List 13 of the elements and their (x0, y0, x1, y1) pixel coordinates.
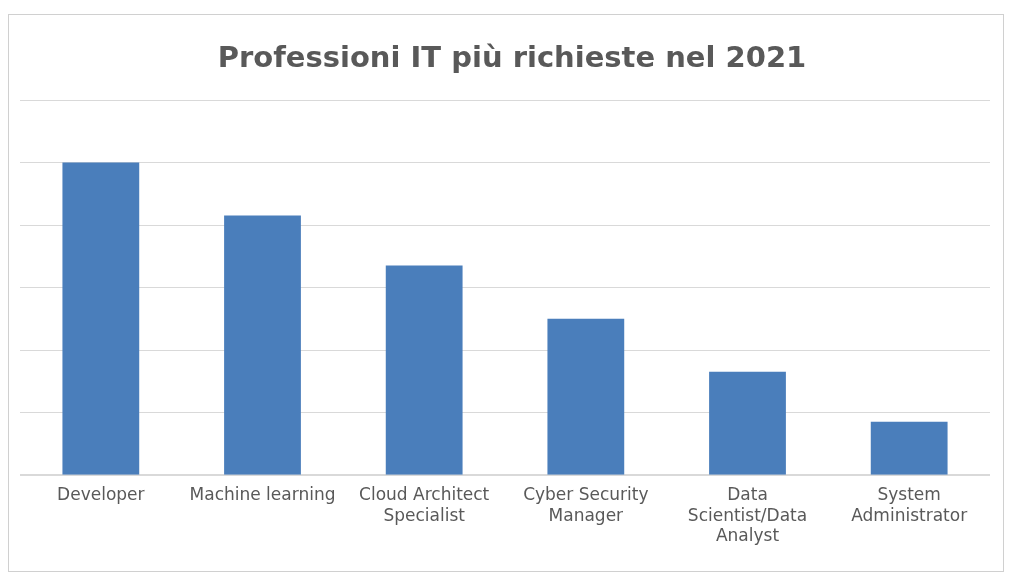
bar (385, 265, 463, 475)
bar (547, 318, 625, 475)
x-tick-label: Developer (57, 484, 145, 505)
bar (62, 162, 140, 475)
bar (870, 421, 948, 475)
x-tick-label: Machine learning (189, 484, 336, 505)
x-tick-label: Cloud Architect Specialist (359, 484, 490, 525)
x-tick-label: Data Scientist/Data Analyst (687, 484, 808, 546)
chart-title: Professioni IT più richieste nel 2021 (216, 40, 808, 74)
bar (224, 215, 301, 475)
x-tick-label: Cyber Security Manager (523, 484, 649, 525)
x-tick-label: System Administrator (851, 484, 968, 525)
bar (709, 371, 786, 475)
